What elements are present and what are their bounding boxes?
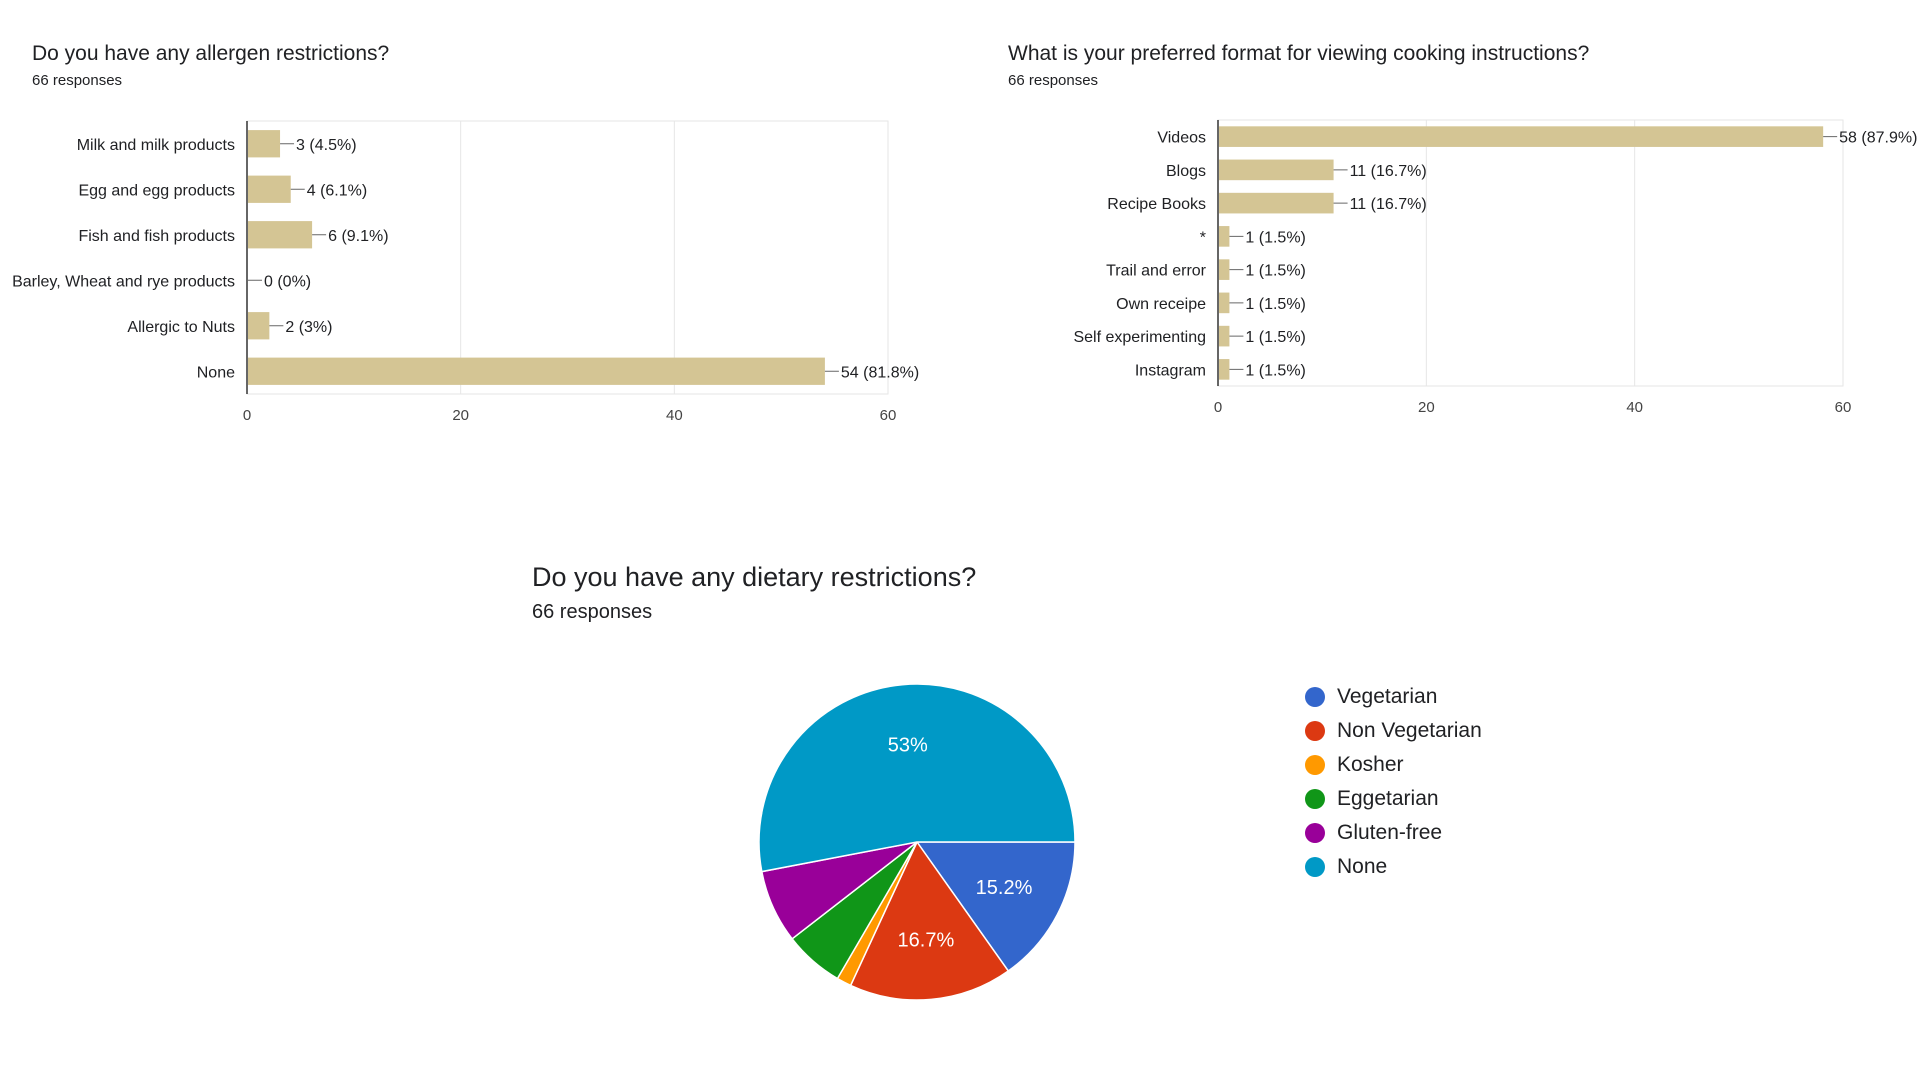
allergen-category-label: Egg and egg products — [78, 182, 235, 199]
allergen-bar — [248, 312, 270, 340]
format-data-label: 11 (16.7%) — [1350, 163, 1427, 180]
legend-swatch — [1305, 687, 1325, 707]
allergen-data-label: 3 (4.5%) — [296, 137, 356, 154]
allergen-data-label: 0 (0%) — [264, 273, 311, 290]
allergen-category-label: Barley, Wheat and rye products — [12, 273, 235, 290]
format-data-label: 58 (87.9%) — [1839, 130, 1917, 147]
allergen-data-label: 6 (9.1%) — [328, 228, 388, 245]
allergen-data-label: 54 (81.8%) — [841, 364, 919, 381]
legend-label: Vegetarian — [1337, 685, 1438, 708]
dietary-legend: Vegetarian Non Vegetarian Kosher Eggetarian… — [1305, 680, 1482, 884]
allergen-category-label: Fish and fish products — [78, 228, 235, 245]
dietary-chart-subtitle: 66 responses — [532, 601, 653, 623]
format-category-label: Videos — [1157, 130, 1206, 147]
pie-slice-non-vegetarian — [849, 840, 1010, 1001]
legend-item: Kosher — [1305, 748, 1482, 782]
allergen-category-label: None — [197, 364, 235, 381]
legend-swatch — [1305, 823, 1325, 843]
format-data-label: 1 (1.5%) — [1245, 229, 1305, 246]
legend-swatch — [1305, 789, 1325, 809]
format-chart-title: What is your preferred format for viewin… — [1008, 42, 1590, 65]
format-bar — [1219, 192, 1334, 214]
format-category-label: Recipe Books — [1107, 196, 1206, 213]
allergen-bar — [248, 357, 825, 385]
format-category-label: Blogs — [1166, 163, 1206, 180]
legend-label: Kosher — [1337, 753, 1404, 776]
format-chart-subtitle: 66 responses — [1008, 72, 1099, 89]
allergen-category-label: Allergic to Nuts — [127, 319, 235, 336]
legend-swatch — [1305, 721, 1325, 741]
allergen-tick-label: 60 — [880, 407, 897, 424]
allergen-bar — [248, 175, 291, 203]
allergen-tick-label: 20 — [452, 407, 469, 424]
format-data-label: 1 (1.5%) — [1245, 263, 1305, 280]
format-bar — [1219, 292, 1230, 314]
legend-item: Eggetarian — [1305, 782, 1482, 816]
legend-label: Eggetarian — [1337, 787, 1439, 810]
legend-item: None — [1305, 850, 1482, 884]
legend-item: Non Vegetarian — [1305, 714, 1482, 748]
format-category-label: Self experimenting — [1073, 329, 1206, 346]
allergen-data-label: 4 (6.1%) — [307, 182, 367, 199]
format-chart-panel: What is your preferred format for viewin… — [1008, 42, 1589, 89]
legend-label: Non Vegetarian — [1337, 719, 1482, 742]
format-category-label: Instagram — [1135, 362, 1206, 379]
format-data-label: 1 (1.5%) — [1245, 329, 1305, 346]
allergen-data-label: 2 (3%) — [285, 319, 332, 336]
format-tick-label: 40 — [1626, 399, 1643, 416]
allergen-chart-subtitle: 66 responses — [32, 72, 123, 89]
format-data-label: 11 (16.7%) — [1350, 196, 1427, 213]
allergen-bar — [248, 221, 313, 249]
allergen-chart-title: Do you have any allergen restrictions? — [32, 42, 390, 65]
legend-label: Gluten-free — [1337, 821, 1443, 844]
pie-slice-label: 16.7% — [898, 930, 955, 952]
format-tick-label: 60 — [1835, 399, 1852, 416]
legend-label: None — [1337, 855, 1388, 878]
legend-swatch — [1305, 755, 1325, 775]
allergen-bar — [248, 130, 281, 158]
format-tick-label: 20 — [1418, 399, 1435, 416]
legend-item: Gluten-free — [1305, 816, 1482, 850]
dietary-chart-title: Do you have any dietary restrictions? — [532, 562, 977, 592]
format-bar — [1219, 259, 1230, 280]
format-category-label: * — [1200, 229, 1206, 246]
format-bar — [1219, 325, 1230, 347]
format-bar — [1219, 159, 1334, 181]
allergen-tick-label: 40 — [666, 407, 683, 424]
allergen-category-label: Milk and milk products — [77, 137, 235, 154]
format-bar — [1219, 226, 1230, 247]
legend-swatch — [1305, 857, 1325, 877]
dietary-chart-panel: Do you have any dietary restrictions? 66… — [532, 562, 976, 624]
format-bar — [1219, 359, 1230, 380]
format-data-label: 1 (1.5%) — [1245, 362, 1305, 379]
format-category-label: Own receipe — [1116, 296, 1206, 313]
pie-slice-vegetarian — [915, 841, 1076, 973]
format-bar — [1219, 126, 1824, 147]
format-tick-label: 0 — [1214, 399, 1222, 416]
pie-slice-label: 53% — [888, 734, 928, 756]
allergen-chart-panel: Do you have any allergen restrictions? 6… — [32, 42, 389, 89]
pie-slice-none — [758, 683, 1076, 873]
legend-item: Vegetarian — [1305, 680, 1482, 714]
pie-slice-label: 15.2% — [976, 877, 1033, 899]
allergen-tick-label: 0 — [243, 407, 251, 424]
format-category-label: Trail and error — [1106, 263, 1207, 280]
format-data-label: 1 (1.5%) — [1245, 296, 1305, 313]
